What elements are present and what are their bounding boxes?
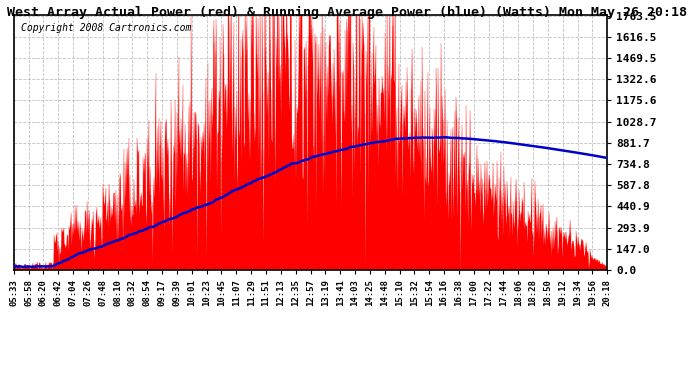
Text: Copyright 2008 Cartronics.com: Copyright 2008 Cartronics.com bbox=[21, 22, 191, 33]
Text: West Array Actual Power (red) & Running Average Power (blue) (Watts) Mon May 26 : West Array Actual Power (red) & Running … bbox=[7, 6, 687, 19]
